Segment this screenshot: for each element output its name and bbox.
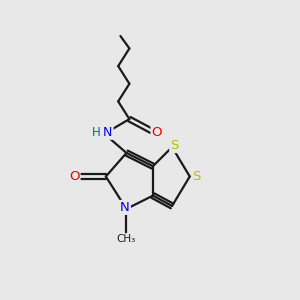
Text: S: S — [192, 170, 200, 183]
Text: CH₃: CH₃ — [117, 234, 136, 244]
Text: N: N — [120, 201, 130, 214]
Text: O: O — [69, 170, 80, 183]
Text: H: H — [92, 126, 100, 139]
Text: S: S — [170, 139, 178, 152]
Text: O: O — [152, 126, 162, 139]
Text: N: N — [103, 126, 112, 139]
